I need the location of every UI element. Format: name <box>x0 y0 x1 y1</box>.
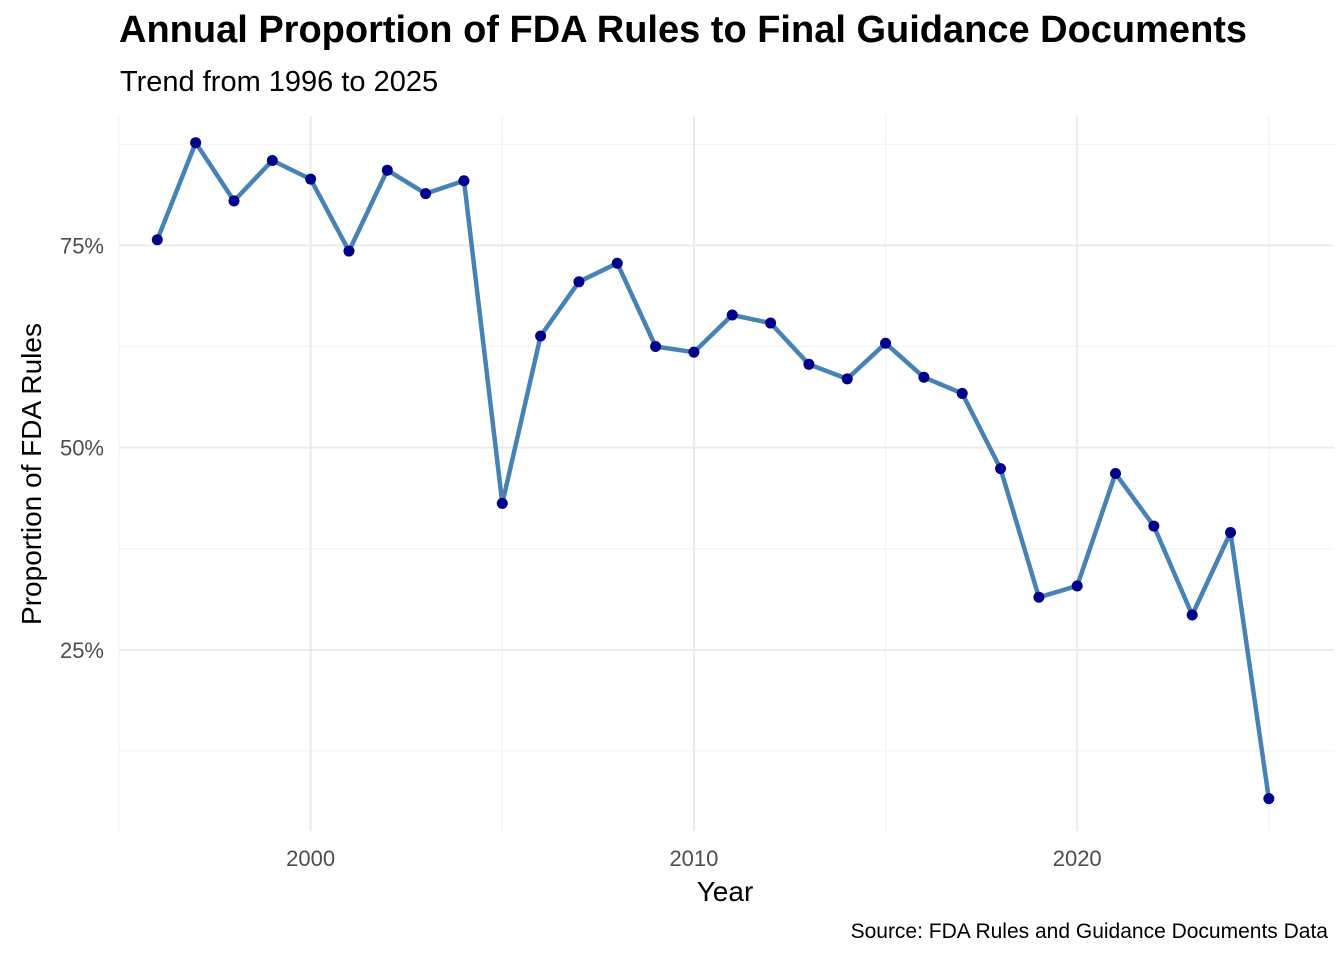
y-axis-title: Proportion of FDA Rules <box>16 323 47 625</box>
data-point-2024 <box>1225 527 1237 539</box>
x-axis-title: Year <box>697 876 754 907</box>
data-point-2002 <box>381 164 393 176</box>
data-point-2004 <box>458 175 470 187</box>
data-point-1999 <box>266 154 278 166</box>
data-point-2023 <box>1186 609 1198 621</box>
source-caption: Source: FDA Rules and Guidance Documents… <box>850 920 1328 943</box>
data-point-2013 <box>803 358 815 370</box>
data-point-1998 <box>228 195 240 207</box>
y-tick-label: 50% <box>60 436 104 461</box>
chart-subtitle: Trend from 1996 to 2025 <box>120 66 439 98</box>
data-point-2017 <box>956 387 968 399</box>
data-point-2007 <box>573 276 585 288</box>
data-point-2015 <box>880 337 892 349</box>
chart-title: Annual Proportion of FDA Rules to Final … <box>119 9 1248 51</box>
data-point-2003 <box>420 188 432 200</box>
data-point-1996 <box>151 234 163 246</box>
data-point-2016 <box>918 371 930 383</box>
y-axis-ticks: 25% 50% 75% <box>60 233 104 662</box>
data-point-2025 <box>1263 793 1275 805</box>
series-polyline <box>155 140 1272 801</box>
x-tick-label: 2000 <box>286 846 335 871</box>
x-tick-label: 2020 <box>1053 846 1102 871</box>
data-point-2000 <box>305 173 317 185</box>
data-points <box>151 137 1275 805</box>
data-point-2012 <box>765 317 777 329</box>
data-point-2006 <box>535 330 547 342</box>
data-point-2014 <box>841 373 853 385</box>
data-point-2011 <box>726 309 738 321</box>
data-point-2009 <box>650 341 662 353</box>
y-tick-label: 75% <box>60 233 104 258</box>
data-point-2010 <box>688 346 700 358</box>
series-line <box>155 140 1272 801</box>
x-tick-label: 2010 <box>669 846 718 871</box>
data-point-2019 <box>1033 591 1045 603</box>
grid-lines <box>118 116 1334 831</box>
data-point-2005 <box>496 497 508 509</box>
data-point-2021 <box>1110 468 1122 479</box>
x-axis-ticks: 2000 2010 2020 <box>286 846 1102 871</box>
data-point-2008 <box>611 257 623 269</box>
data-point-2022 <box>1148 520 1160 532</box>
data-point-1997 <box>190 137 202 149</box>
y-tick-label: 25% <box>60 638 104 663</box>
data-point-2001 <box>343 245 355 257</box>
data-point-2018 <box>995 463 1007 475</box>
data-point-2020 <box>1071 580 1083 592</box>
